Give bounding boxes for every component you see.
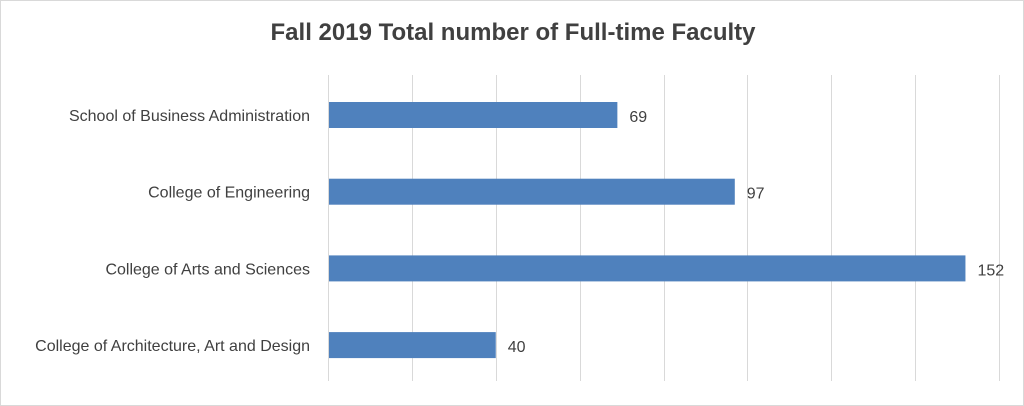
bar-2 [329, 255, 966, 282]
data-label-3: 40 [508, 339, 526, 356]
category-label-1: College of Engineering [148, 185, 310, 202]
bars [329, 102, 966, 359]
category-labels: School of Business Administration College… [35, 108, 310, 355]
bar-3 [329, 332, 496, 359]
data-label-2: 152 [977, 262, 1004, 279]
category-label-3: College of Architecture, Art and Design [35, 338, 310, 355]
chart-title: Fall 2019 Total number of Full-time Facu… [270, 19, 756, 46]
bar-0 [329, 102, 618, 128]
bar-1 [329, 178, 735, 205]
data-labels: 69 97 152 40 [508, 109, 1004, 356]
category-label-0: School of Business Administration [69, 108, 310, 125]
data-label-0: 69 [629, 109, 647, 126]
data-label-1: 97 [747, 186, 765, 203]
category-label-2: College of Arts and Sciences [105, 261, 310, 278]
